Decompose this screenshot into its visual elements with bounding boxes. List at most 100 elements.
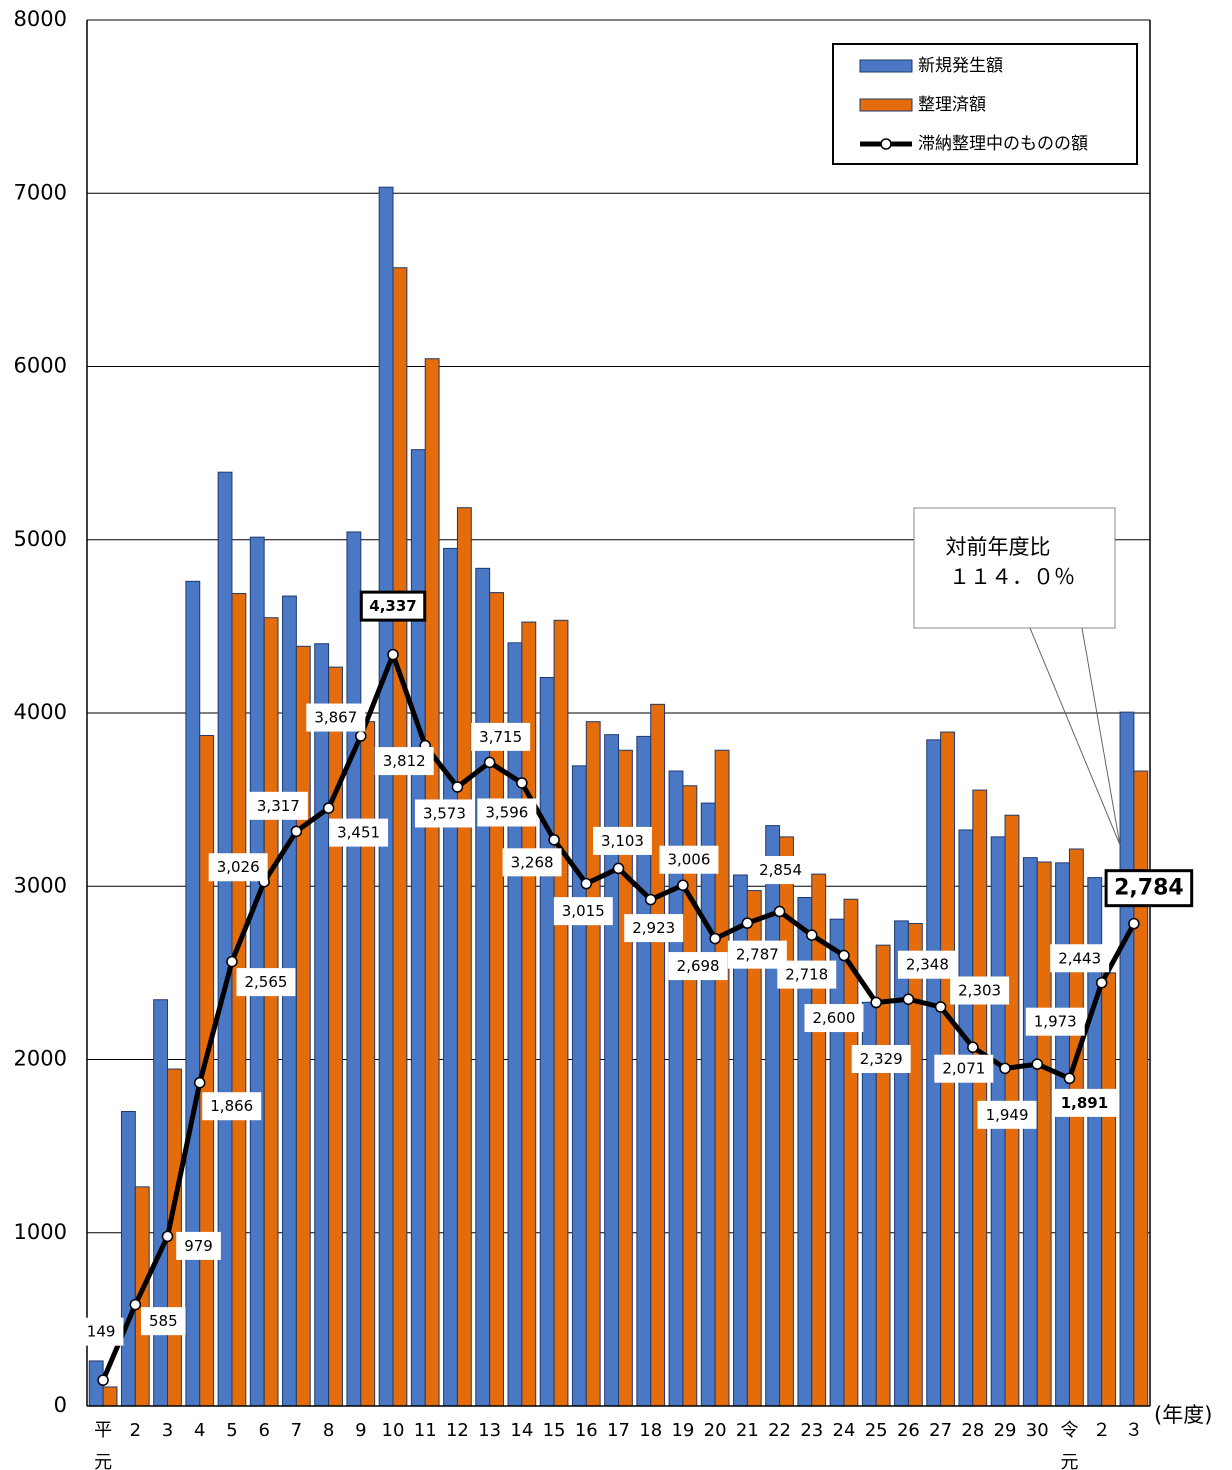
data-label-text: 2,443 — [1058, 949, 1101, 967]
line-point — [677, 879, 689, 891]
line-point — [612, 862, 625, 875]
data-label-text: 2,329 — [860, 1050, 903, 1068]
x-tick-label: 15 — [543, 1420, 566, 1441]
data-label-box — [1025, 1007, 1085, 1036]
line-point — [483, 756, 496, 769]
x-tick-label: 24 — [833, 1420, 856, 1441]
x-tick-label: ３ — [1125, 1420, 1143, 1441]
data-label-box — [202, 1092, 262, 1121]
data-label-text: 1,973 — [1034, 1013, 1077, 1031]
data-label-text: 3,317 — [257, 797, 300, 815]
data-label-text: 4,337 — [369, 597, 416, 615]
data-label: 3,715 — [471, 722, 531, 751]
bar — [475, 567, 491, 1407]
line-point — [322, 802, 335, 814]
line-point — [967, 1041, 979, 1053]
data-label: 2,718 — [777, 960, 837, 989]
data-label-box — [502, 848, 562, 877]
data-label: 1,866 — [202, 1092, 262, 1121]
line-point — [193, 1076, 206, 1089]
line-point — [1128, 917, 1140, 930]
data-label-box — [727, 940, 787, 969]
data-label-text: 3,812 — [383, 752, 426, 770]
x-tick-label: 30 — [1026, 1420, 1049, 1441]
data-label-box — [329, 818, 389, 847]
bar — [120, 1110, 136, 1407]
x-tick-label: 6 — [258, 1420, 269, 1441]
annotation-text: １１４．０％ — [949, 565, 1075, 589]
legend-marker — [880, 138, 892, 150]
x-tick-label: 3 — [162, 1420, 173, 1441]
bar — [507, 642, 523, 1407]
data-label: 3,026 — [208, 853, 268, 882]
data-label: 1,891 — [1052, 1088, 1117, 1117]
data-label-box — [624, 914, 684, 943]
x-tick-label: 平元 — [94, 1420, 112, 1470]
data-label-text: 3,867 — [314, 709, 357, 727]
line-point — [838, 949, 850, 962]
line-point — [709, 932, 721, 945]
bar — [829, 918, 845, 1407]
legend-swatch — [859, 98, 913, 112]
y-tick-label: 4000 — [14, 700, 67, 724]
data-label-box — [934, 1054, 994, 1083]
annotation: 対前年度比 １１４．０％ — [913, 507, 1121, 846]
data-label-box — [236, 968, 296, 997]
data-label: 3,451 — [329, 818, 389, 847]
annotation-box — [913, 507, 1116, 629]
data-label-box — [414, 799, 474, 828]
x-tick-label: 11 — [414, 1420, 437, 1441]
bar — [811, 873, 827, 1407]
bar — [539, 676, 555, 1407]
x-tick-label: ２ — [1093, 1420, 1111, 1441]
annotation-text: 対前年度比 — [946, 535, 1051, 559]
data-label-box — [777, 960, 837, 989]
data-label: 2,303 — [950, 976, 1010, 1005]
data-label-text: 3,451 — [337, 824, 380, 842]
data-label-text: 2,698 — [677, 957, 720, 975]
data-label-box — [477, 798, 537, 827]
data-label-text: 2,071 — [942, 1060, 985, 1078]
data-label-box — [659, 845, 719, 874]
data-label-text: 979 — [184, 1237, 213, 1255]
y-tick-label: 2000 — [14, 1047, 67, 1071]
x-tick-label: 23 — [800, 1420, 823, 1441]
data-label-box — [751, 856, 811, 885]
x-tick-label: 9 — [355, 1420, 366, 1441]
data-label-box — [804, 1004, 864, 1033]
x-tick-label: 13 — [478, 1420, 501, 1441]
data-label: 3,596 — [477, 798, 537, 827]
line-point — [902, 993, 915, 1005]
line-point — [387, 648, 399, 661]
bar — [263, 617, 279, 1407]
line-point — [741, 917, 754, 929]
x-tick-label: 27 — [929, 1420, 952, 1441]
data-label-text: 2,303 — [958, 982, 1001, 1000]
bar — [231, 592, 247, 1407]
data-label-text: 2,854 — [759, 861, 802, 879]
bar — [282, 595, 297, 1407]
x-tick-label: 26 — [897, 1420, 920, 1441]
data-label: 1,973 — [1025, 1007, 1085, 1036]
x-tick-label: 14 — [510, 1420, 533, 1441]
bar — [102, 1386, 118, 1407]
data-label-text: 2,923 — [632, 919, 675, 937]
data-label: 3,812 — [374, 747, 434, 776]
data-label-text: 3,015 — [562, 902, 605, 920]
line-point — [516, 777, 528, 789]
line-point — [161, 1230, 174, 1243]
bar — [958, 829, 974, 1407]
bar — [700, 802, 716, 1407]
data-label-box — [1104, 869, 1194, 908]
bar — [571, 765, 587, 1407]
bar — [1022, 857, 1038, 1407]
data-label-box — [950, 976, 1010, 1005]
x-tick-label: 22 — [768, 1420, 791, 1441]
bar — [456, 507, 472, 1407]
x-tick-label: 16 — [575, 1420, 598, 1441]
bar — [217, 471, 233, 1407]
data-label-text: 2,600 — [813, 1009, 856, 1027]
bar — [1133, 770, 1149, 1407]
x-tick-label: 29 — [994, 1420, 1017, 1441]
